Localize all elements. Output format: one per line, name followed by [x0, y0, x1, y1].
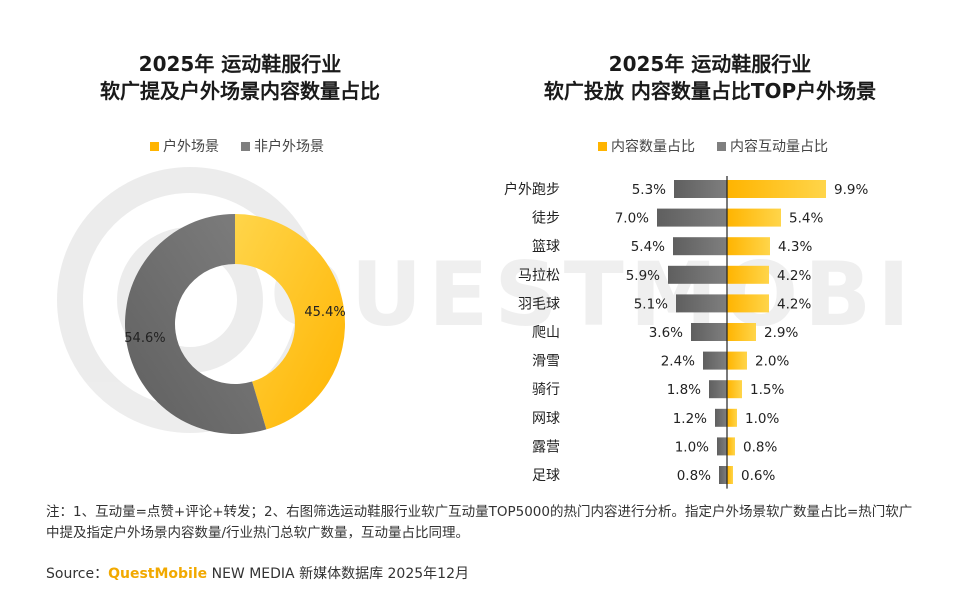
category-label: 马拉松 [518, 268, 560, 284]
bar-content-count-label: 2.0% [755, 354, 789, 370]
donut-chart: 45.4% 54.6% [124, 214, 346, 434]
bar-interaction-label: 5.9% [626, 268, 660, 284]
bar-content-count-label: 2.9% [764, 325, 798, 341]
bar-chart: 户外跑步 5.3% 9.9% 徒步 7.0% 5.4% 篮球 5.4% 4.3% 马拉松 5.9% 4… [504, 176, 868, 489]
bar-content-count [727, 323, 756, 341]
bar-content-count [727, 466, 733, 484]
right-chart-title: 2025年 运动鞋服行业 软广投放 内容数量占比TOP户外场景 [500, 51, 920, 105]
donut-slice-outdoor-label: 45.4% [304, 305, 345, 320]
category-label: 羽毛球 [518, 296, 560, 312]
source-brand: QuestMobile [108, 566, 208, 582]
legend-non-outdoor-label: 非户外场景 [254, 139, 324, 155]
bar-interaction-label: 3.6% [649, 325, 683, 341]
left-title-line2: 软广提及户外场景内容数量占比 [100, 79, 380, 103]
category-label: 骑行 [532, 382, 560, 398]
bar-content-count [727, 294, 769, 313]
bar-content-count-label: 5.4% [789, 211, 823, 227]
bar-interaction-label: 2.4% [661, 354, 695, 370]
legend-outdoor-swatch [150, 141, 159, 151]
bar-interaction [691, 323, 727, 341]
bar-content-count [727, 208, 781, 227]
right-legend: 内容数量占比 内容互动量占比 [598, 136, 850, 156]
category-label: 露营 [532, 439, 560, 455]
footnote: 注：1、互动量=点赞+评论+转发；2、右图筛选运动鞋服行业软广互动量TOP500… [46, 504, 913, 541]
right-title-line2: 软广投放 内容数量占比TOP户外场景 [543, 79, 877, 103]
bar-interaction-label: 5.4% [631, 239, 665, 255]
legend-content-count-label: 内容数量占比 [611, 139, 695, 155]
category-label: 滑雪 [532, 353, 560, 370]
bar-interaction [676, 294, 727, 313]
bar-interaction [668, 265, 727, 284]
category-label: 户外跑步 [504, 181, 560, 198]
bar-content-count [727, 380, 742, 399]
bar-interaction [673, 237, 727, 256]
legend-interaction-swatch [717, 141, 726, 151]
left-legend: 户外场景 非户外场景 [150, 136, 346, 156]
source-line: Source：QuestMobile NEW MEDIA 新媒体数据库 2025… [46, 563, 469, 583]
bar-interaction-label: 5.1% [634, 296, 668, 312]
donut-slice-outdoor [235, 214, 345, 430]
bar-interaction-label: 7.0% [615, 211, 649, 227]
legend-interaction: 内容互动量占比 [717, 136, 828, 156]
category-label: 足球 [532, 468, 560, 484]
bar-content-count [727, 237, 770, 256]
legend-content-count-swatch [598, 141, 607, 151]
bar-content-count-label: 9.9% [834, 182, 868, 198]
legend-non-outdoor-swatch [241, 141, 250, 151]
bar-content-count [727, 437, 735, 456]
category-label: 网球 [532, 411, 560, 427]
donut-slice-non-outdoor [124, 214, 267, 434]
bar-interaction [709, 380, 727, 399]
bar-interaction-label: 0.8% [677, 468, 711, 484]
source-suffix: NEW MEDIA 新媒体数据库 2025年12月 [207, 566, 469, 582]
category-label: 徒步 [532, 211, 560, 227]
category-label: 爬山 [532, 325, 560, 341]
legend-outdoor: 户外场景 [150, 136, 219, 156]
bar-content-count-label: 0.8% [743, 439, 777, 455]
bar-content-count-label: 0.6% [741, 468, 775, 484]
bar-interaction [674, 180, 727, 198]
bar-interaction-label: 1.0% [675, 439, 709, 455]
bar-interaction-label: 5.3% [632, 182, 666, 198]
bar-content-count-label: 1.5% [750, 382, 784, 398]
bar-content-count [727, 180, 826, 198]
bar-content-count [727, 351, 747, 370]
category-label: 篮球 [532, 239, 560, 255]
bar-interaction-label: 1.8% [667, 382, 701, 398]
legend-outdoor-label: 户外场景 [163, 139, 219, 155]
bar-content-count [727, 408, 737, 427]
bar-content-count-label: 1.0% [745, 411, 779, 427]
bar-interaction-label: 1.2% [673, 411, 707, 427]
bar-interaction [657, 208, 727, 227]
bar-content-count-label: 4.3% [778, 239, 812, 255]
bar-content-count-label: 4.2% [777, 296, 811, 312]
legend-interaction-label: 内容互动量占比 [730, 139, 828, 155]
legend-content-count: 内容数量占比 [598, 136, 695, 156]
bar-content-count-label: 4.2% [777, 268, 811, 284]
donut-slice-non-outdoor-label: 54.6% [124, 331, 165, 346]
bar-interaction [715, 408, 727, 427]
bar-content-count [727, 265, 769, 284]
right-title-line1: 2025年 运动鞋服行业 [608, 52, 812, 76]
bar-interaction [719, 466, 727, 484]
left-chart-title: 2025年 运动鞋服行业 软广提及户外场景内容数量占比 [60, 51, 420, 105]
bar-interaction [717, 437, 727, 456]
bar-interaction [703, 351, 727, 370]
left-title-line1: 2025年 运动鞋服行业 [138, 52, 342, 76]
legend-non-outdoor: 非户外场景 [241, 136, 324, 156]
source-prefix: Source： [46, 566, 109, 582]
